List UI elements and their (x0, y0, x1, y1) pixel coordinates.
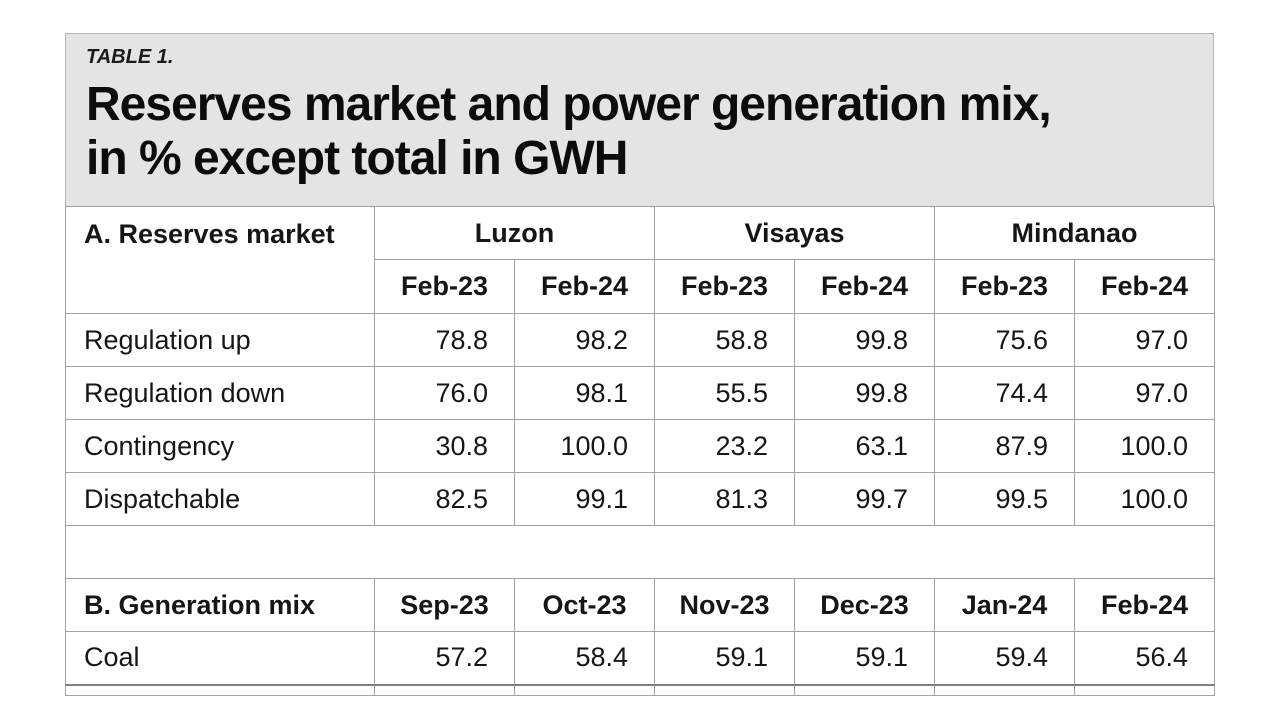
figure-title: Reserves market and power generation mix… (86, 78, 1193, 186)
cropped-cell (513, 683, 656, 696)
column-header: Feb-23 (374, 259, 515, 314)
cropped-cell (1074, 683, 1216, 696)
row-label: Coal (65, 631, 375, 685)
cell-value: 99.7 (794, 472, 936, 526)
cell-value: 99.8 (794, 313, 936, 367)
column-header: Nov-23 (654, 578, 796, 632)
table-row-coal: Coal 57.2 58.4 59.1 59.1 59.4 56.4 (65, 631, 1216, 685)
data-table: A. Reserves market Luzon Visayas Mindana… (64, 206, 1216, 696)
cell-value: 78.8 (374, 313, 515, 367)
cell-value: 59.1 (654, 631, 796, 685)
cropped-cell (934, 683, 1076, 696)
section-b-title: B. Generation mix (65, 578, 375, 632)
table-row-regulation-down: Regulation down 76.0 98.1 55.5 99.8 74.4… (65, 366, 1216, 420)
cell-value: 56.4 (1074, 631, 1216, 685)
table-row-contingency: Contingency 30.8 100.0 23.2 63.1 87.9 10… (65, 419, 1216, 473)
column-header: Feb-24 (794, 259, 936, 314)
cell-value: 58.8 (654, 313, 796, 367)
cell-value: 98.1 (513, 366, 656, 420)
section-divider-row (64, 525, 1216, 579)
cell-value: 58.4 (513, 631, 656, 685)
cell-value: 97.0 (1074, 313, 1216, 367)
column-header: Sep-23 (374, 578, 515, 632)
row-label: Regulation down (65, 366, 375, 420)
cropped-cell (654, 683, 796, 696)
cell-value: 100.0 (513, 419, 656, 473)
cell-value: 87.9 (934, 419, 1076, 473)
section-a-title: A. Reserves market (65, 206, 375, 314)
column-header: Dec-23 (794, 578, 936, 632)
row-label: Regulation up (65, 313, 375, 367)
cell-value: 30.8 (374, 419, 515, 473)
cell-value: 74.4 (934, 366, 1076, 420)
column-header: Feb-24 (1074, 578, 1216, 632)
column-group-mindanao: Mindanao (934, 206, 1216, 260)
column-header: Feb-24 (1074, 259, 1216, 314)
column-header: Feb-23 (934, 259, 1076, 314)
cell-value: 99.8 (794, 366, 936, 420)
column-group-luzon: Luzon (373, 206, 656, 260)
cell-value: 99.1 (513, 472, 656, 526)
column-header: Jan-24 (934, 578, 1076, 632)
column-group-visayas: Visayas (654, 206, 936, 260)
figure-header: TABLE 1. Reserves market and power gener… (65, 33, 1214, 206)
cell-value: 23.2 (654, 419, 796, 473)
table-row-dispatchable: Dispatchable 82.5 99.1 81.3 99.7 99.5 10… (65, 472, 1216, 526)
cell-value: 99.5 (934, 472, 1076, 526)
cell-value: 82.5 (374, 472, 515, 526)
cell-value: 57.2 (374, 631, 515, 685)
cell-value: 75.6 (934, 313, 1076, 367)
column-header: Feb-23 (654, 259, 796, 314)
table-kicker: TABLE 1. (86, 46, 174, 68)
cell-value: 63.1 (794, 419, 936, 473)
cropped-cell (65, 683, 375, 696)
cell-value: 59.1 (794, 631, 936, 685)
figure-title-line1: Reserves market and power generation mix… (86, 78, 1052, 131)
cell-value: 97.0 (1074, 366, 1216, 420)
row-label: Dispatchable (65, 472, 375, 526)
column-header: Feb-24 (513, 259, 656, 314)
cell-value: 59.4 (934, 631, 1076, 685)
empty-spacer-cell (64, 525, 1216, 579)
cropped-cell (374, 683, 515, 696)
section-a-group-header-row: A. Reserves market Luzon Visayas Mindana… (65, 206, 1216, 314)
cropped-partial-row (65, 683, 1216, 696)
cropped-cell (794, 683, 936, 696)
row-label: Contingency (65, 419, 375, 473)
table-figure: TABLE 1. Reserves market and power gener… (64, 33, 1216, 696)
cell-value: 55.5 (654, 366, 796, 420)
cell-value: 100.0 (1074, 472, 1216, 526)
cell-value: 76.0 (374, 366, 515, 420)
column-header: Oct-23 (513, 578, 656, 632)
section-b-header-row: B. Generation mix Sep-23 Oct-23 Nov-23 D… (65, 578, 1216, 632)
cell-value: 100.0 (1074, 419, 1216, 473)
table-row-regulation-up: Regulation up 78.8 98.2 58.8 99.8 75.6 9… (65, 313, 1216, 367)
cell-value: 98.2 (513, 313, 656, 367)
cell-value: 81.3 (654, 472, 796, 526)
figure-title-line2: in % except total in GWH (86, 131, 628, 185)
